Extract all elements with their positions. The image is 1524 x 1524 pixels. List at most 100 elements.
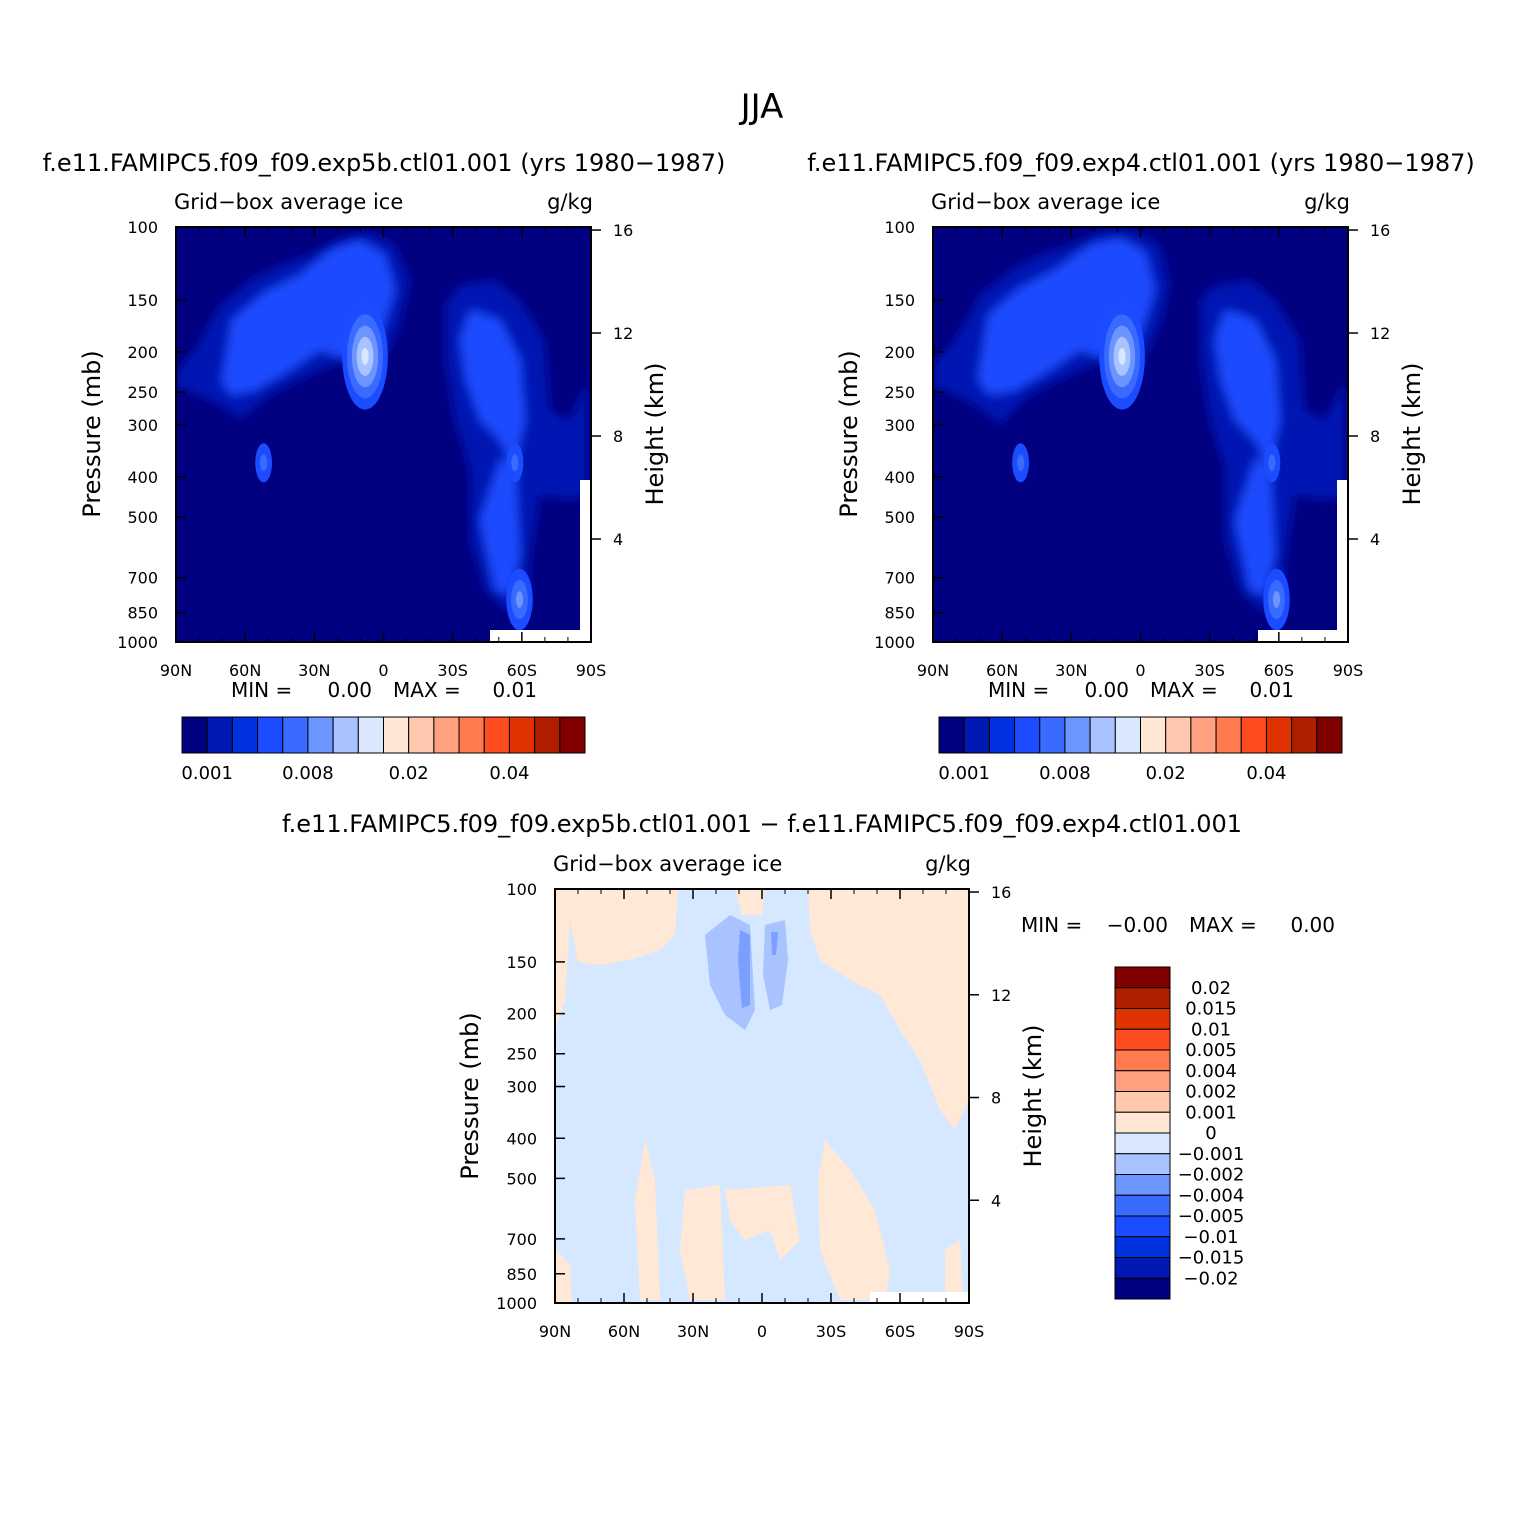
colorbar-swatch — [1114, 987, 1171, 1009]
y-tick-label: 850 — [884, 604, 915, 623]
colorbar-label: 0.04 — [489, 763, 529, 784]
x-tick-label: 30S — [1194, 661, 1225, 680]
panel-title: f.e11.FAMIPC5.f09_f09.exp5b.ctl01.001 − … — [282, 810, 1242, 838]
plot-field — [933, 227, 1348, 642]
y-tick-label: 200 — [884, 343, 915, 362]
colorbar-label: 0.02 — [1146, 763, 1186, 784]
min-value: 0.00 — [1084, 678, 1129, 702]
colorbar-swatch — [1114, 1028, 1171, 1051]
contour-peak — [361, 347, 369, 365]
colorbar-swatch — [1114, 1277, 1171, 1300]
axis-ticks: 90N 60N 30N 0 30S 60S 90S 100 150 200 250 300 400 500… — [874, 218, 1390, 680]
x-tick-label: 60S — [1264, 661, 1295, 680]
y2-tick-label: 8 — [991, 1089, 1001, 1108]
y-tick-label: 500 — [506, 1169, 537, 1188]
x-tick-label: 90N — [917, 661, 949, 680]
pos-region-south-upper — [808, 889, 969, 1130]
colorbar-label: −0.02 — [1183, 1268, 1238, 1289]
panel-left-label: Grid−box average ice — [553, 852, 782, 876]
colorbar-swatch — [1114, 1257, 1171, 1279]
colorbar-swatch — [559, 716, 586, 754]
max-label: MAX = — [393, 678, 461, 702]
colorbar-label: −0.015 — [1178, 1248, 1245, 1269]
colorbar-swatch — [1240, 716, 1267, 754]
x-tick-label: 90S — [1333, 661, 1364, 680]
max-value: 0.01 — [1249, 678, 1294, 702]
x-tick-label: 60N — [608, 1322, 640, 1341]
contour-peak — [515, 591, 524, 608]
y2-axis-label: Height (km) — [1398, 363, 1426, 506]
colorbar-swatch — [1114, 1174, 1171, 1196]
y-tick-label: 1000 — [874, 633, 915, 652]
y-tick-label: 1000 — [496, 1294, 537, 1313]
x-tick-label: 0 — [1135, 661, 1145, 680]
colorbar-swatch — [1114, 1008, 1171, 1030]
x-tick-label: 30N — [677, 1322, 709, 1341]
panel-units-label: g/kg — [1304, 190, 1350, 214]
y-tick-label: 850 — [127, 604, 158, 623]
y2-tick-label: 12 — [991, 986, 1011, 1005]
max-label: MAX = — [1189, 913, 1257, 937]
colorbar-swatch — [1114, 1236, 1171, 1258]
panel-left-label: Grid−box average ice — [174, 190, 403, 214]
y2-axis-label: Height (km) — [641, 363, 669, 506]
x-tick-label: 0 — [757, 1322, 767, 1341]
colorbar-swatch — [938, 716, 965, 754]
missing-data-patch — [1258, 630, 1348, 642]
colorbar-swatch — [1215, 716, 1242, 754]
colorbar-swatch — [1316, 716, 1343, 754]
colorbar-swatch — [508, 716, 536, 754]
pos-region-lower-south — [818, 1140, 890, 1300]
neg-region-tropical-south — [763, 920, 788, 1010]
y2-tick-label: 4 — [1370, 530, 1380, 549]
colorbar-swatch — [1114, 966, 1171, 989]
x-tick-label: 30S — [437, 661, 468, 680]
panel-top-left: f.e11.FAMIPC5.f09_f09.exp5b.ctl01.001 (y… — [43, 149, 726, 784]
pos-strip-equator — [735, 889, 765, 915]
y-tick-label: 300 — [884, 416, 915, 435]
colorbar-swatch — [433, 716, 460, 754]
y-tick-label: 400 — [506, 1129, 537, 1148]
colorbar-swatch — [1114, 1070, 1171, 1092]
colorbar-label: −0.005 — [1178, 1206, 1245, 1227]
min-label: MIN = — [231, 678, 292, 702]
colorbar-swatch — [1089, 716, 1116, 754]
colorbar-swatch — [483, 716, 510, 754]
colorbar-label: −0.01 — [1183, 1227, 1238, 1248]
colorbar-swatch — [1114, 1215, 1171, 1238]
pos-region-lower-right — [945, 1240, 963, 1303]
colorbar-label: 0.008 — [282, 763, 334, 784]
colorbar-label: 0.008 — [1039, 763, 1091, 784]
y-tick-label: 150 — [884, 291, 915, 310]
max-value: 0.01 — [492, 678, 537, 702]
colorbar-horizontal: 0.001 0.008 0.02 0.04 — [938, 716, 1343, 784]
x-tick-label: 30N — [298, 661, 330, 680]
colorbar-label: 0.005 — [1185, 1040, 1237, 1061]
colorbar-label: −0.004 — [1178, 1185, 1245, 1206]
y-tick-label: 400 — [884, 468, 915, 487]
axis-ticks: 90N 60N 30N 0 30S 60S 90S 100 150 200 250 300 400 500… — [117, 218, 633, 680]
y-tick-label: 250 — [506, 1045, 537, 1064]
colorbar-label: 0.02 — [1191, 978, 1231, 999]
colorbar-swatch — [1114, 1091, 1171, 1113]
colorbar-label: −0.002 — [1178, 1165, 1245, 1186]
colorbar-swatch — [534, 716, 561, 754]
colorbar-swatch — [1114, 1194, 1171, 1217]
colorbar-label: 0.04 — [1246, 763, 1286, 784]
colorbar-swatch — [1114, 1111, 1171, 1134]
y-tick-label: 200 — [127, 343, 158, 362]
axis-ticks: 90N 60N 30N 0 30S 60S 90S 100 150 200 250 300 400 500… — [496, 880, 1011, 1341]
colorbar-swatch — [1014, 716, 1041, 754]
x-tick-label: 90N — [160, 661, 192, 680]
x-tick-label: 60S — [885, 1322, 916, 1341]
colorbar-label: 0.001 — [181, 763, 233, 784]
y-axis-label: Pressure (mb) — [456, 1012, 484, 1179]
contour-peak — [1017, 454, 1025, 472]
y-tick-label: 850 — [506, 1265, 537, 1284]
panel-difference: f.e11.FAMIPC5.f09_f09.exp5b.ctl01.001 − … — [282, 810, 1335, 1341]
colorbar-swatch — [1190, 716, 1217, 754]
colorbar-label: 0.015 — [1185, 999, 1237, 1020]
panel-units-label: g/kg — [547, 190, 593, 214]
y2-tick-label: 4 — [991, 1191, 1001, 1210]
